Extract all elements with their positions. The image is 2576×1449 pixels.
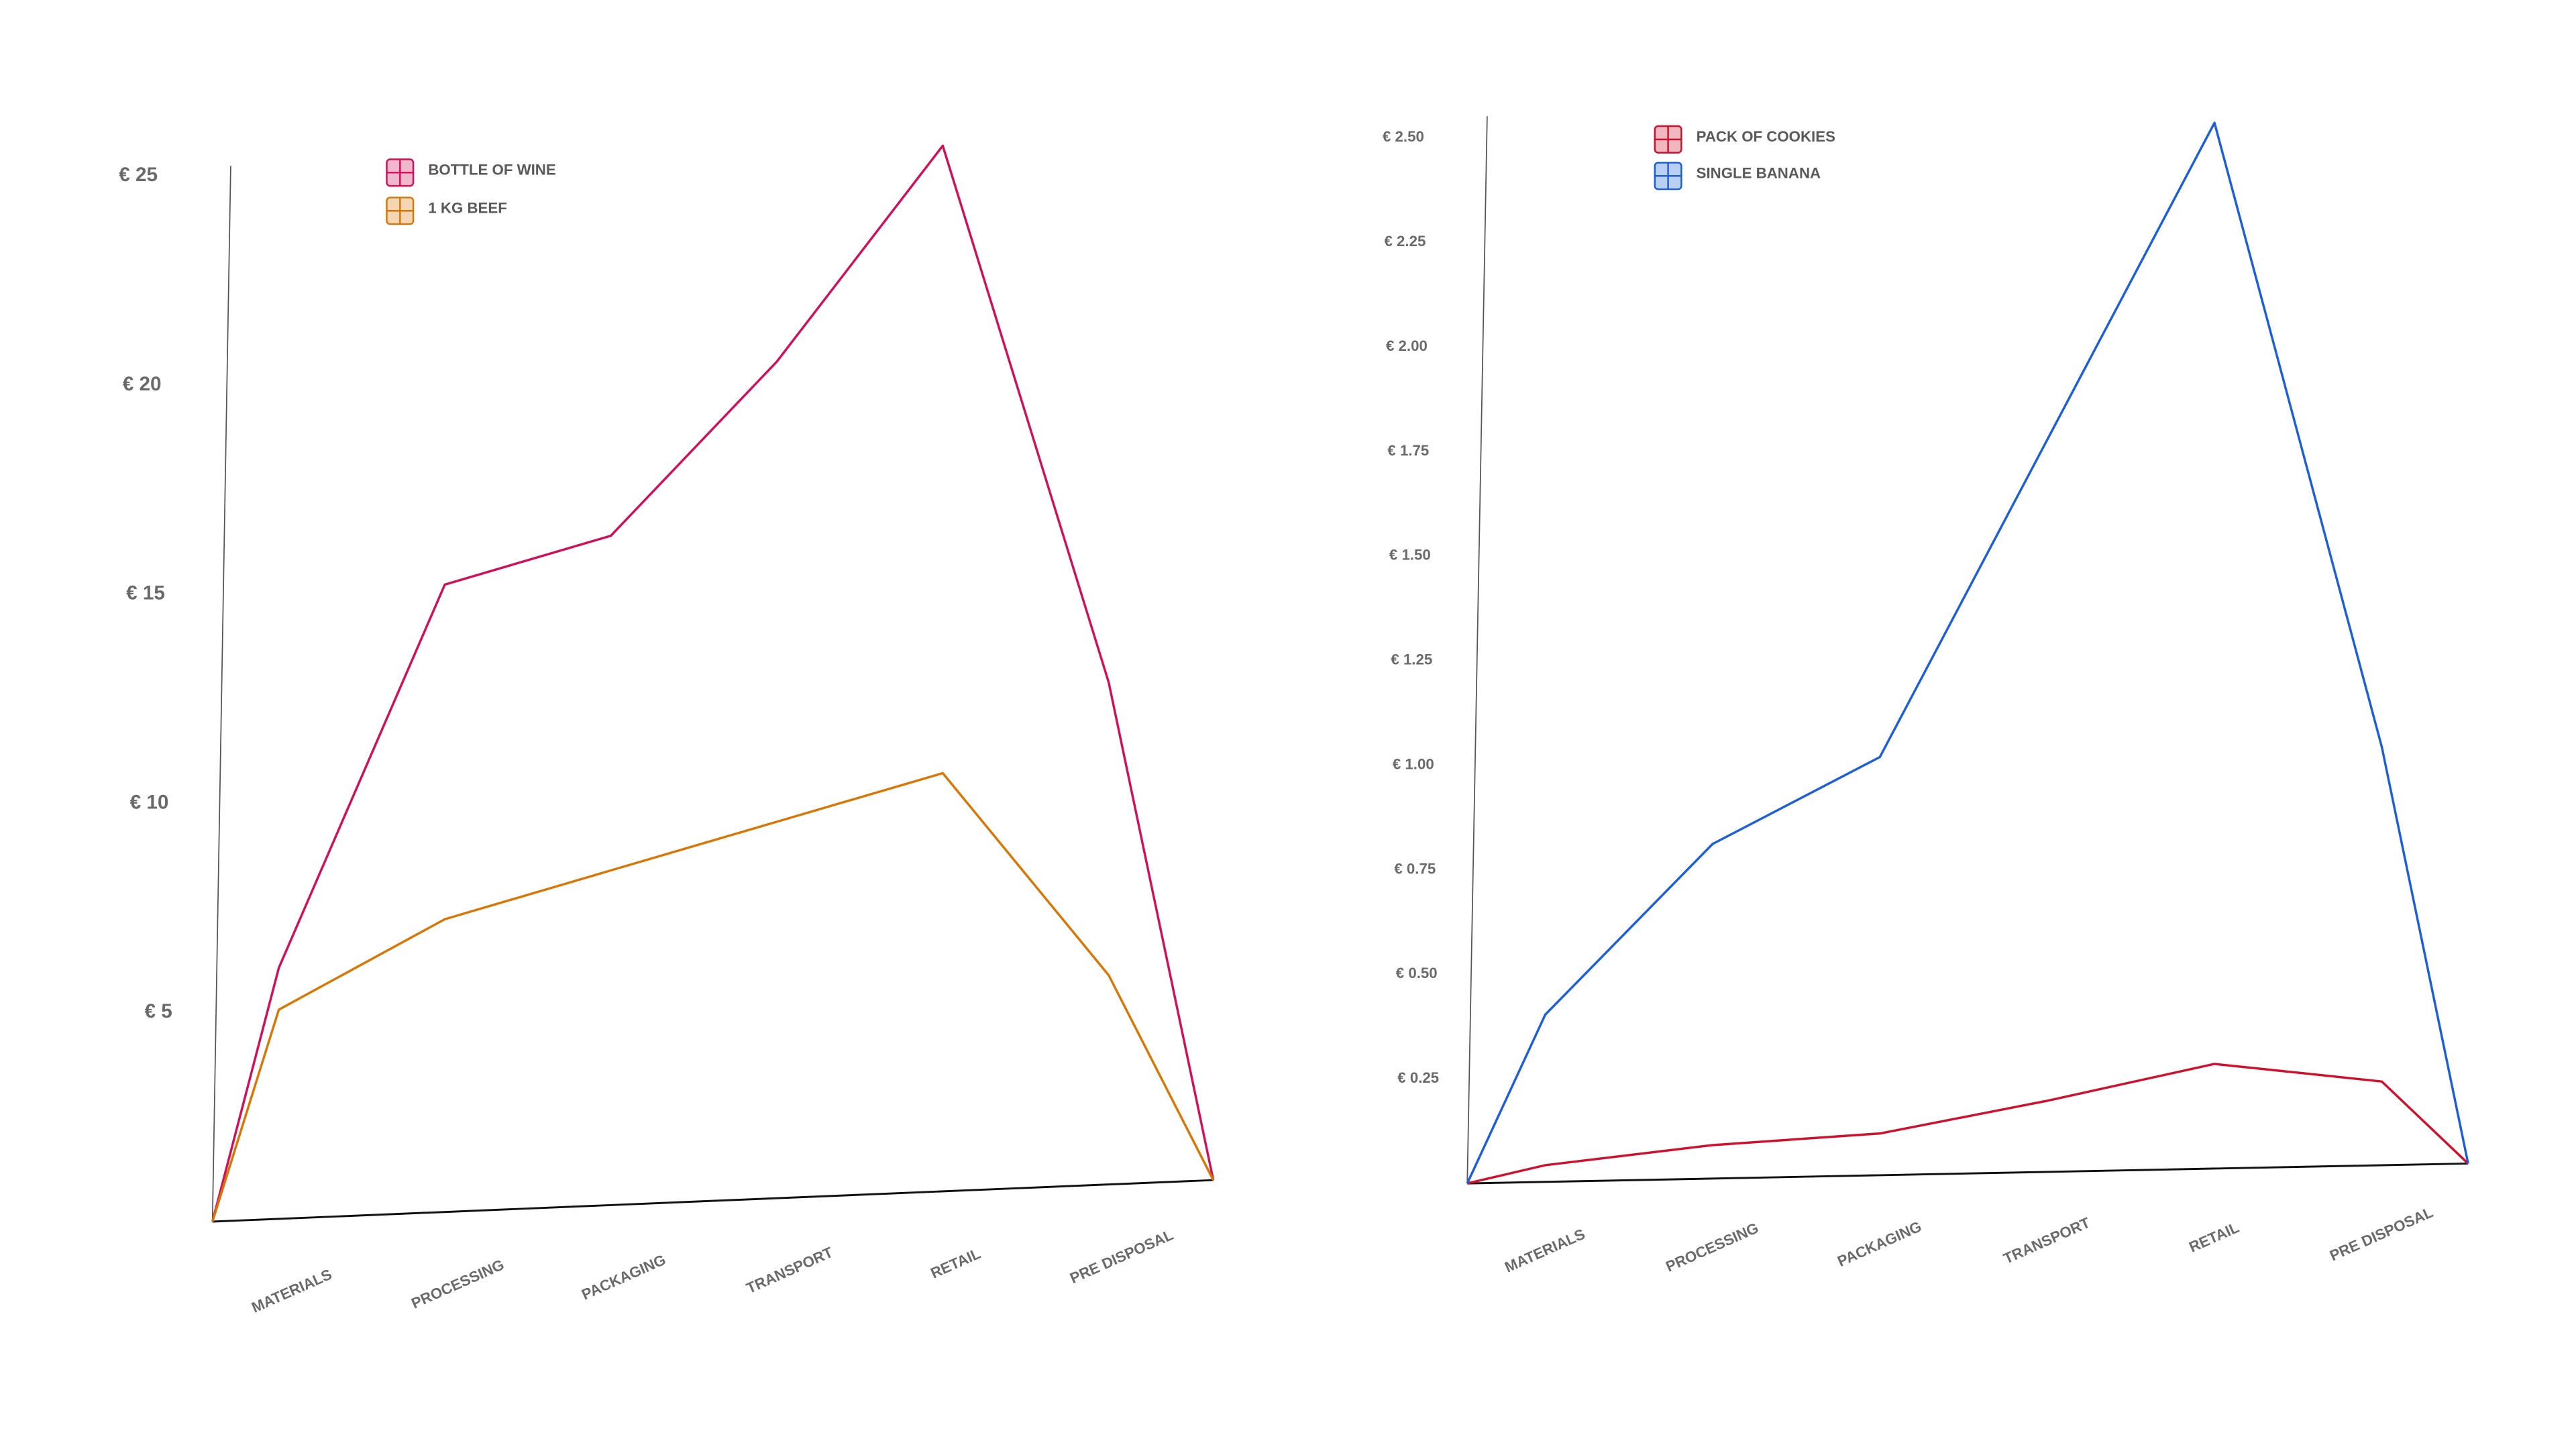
x-tick-label: MATERIALS	[249, 1266, 334, 1316]
y-tick-label: € 15	[126, 582, 165, 604]
legend-item: 1 KG BEEF	[386, 197, 507, 225]
y-tick-label: € 25	[119, 164, 158, 186]
legend-label: BOTTLE OF WINE	[428, 162, 555, 178]
x-tick-label: PRE DISPOSAL	[1067, 1226, 1176, 1287]
series-line	[211, 771, 1215, 1222]
x-tick-label: RETAIL	[2186, 1219, 2241, 1256]
y-tick-label: € 1.00	[1393, 755, 1434, 772]
y-tick-label: € 10	[130, 791, 169, 813]
y-tick-label: € 0.50	[1396, 965, 1438, 981]
x-tick-label: MATERIALS	[1502, 1226, 1587, 1276]
y-tick-label: € 1.50	[1389, 547, 1431, 564]
chart-panel: € 5 € 10 € 15 € 20 € 25 MATERIALS PROCESSING PA…	[119, 144, 1215, 1316]
series-line	[1466, 1063, 2469, 1185]
x-tick-label: PROCESSING	[409, 1256, 506, 1311]
chart-panel: € 0.25 € 0.50 € 0.75 € 1.00 € 1.25 € 1.50 € 1.…	[1383, 116, 2469, 1276]
y-axis	[211, 166, 231, 1222]
legend-item: PACK OF COOKIES	[1654, 125, 1835, 154]
x-axis	[1467, 1162, 2469, 1185]
y-tick-label: € 0.75	[1394, 860, 1436, 877]
legend-label: 1 KG BEEF	[428, 200, 506, 217]
legend-item: SINGLE BANANA	[1654, 162, 1821, 191]
x-tick-label: RETAIL	[928, 1245, 983, 1282]
x-tick-label: PACKAGING	[579, 1251, 668, 1303]
y-tick-label: € 20	[123, 373, 162, 395]
y-tick-label: € 1.25	[1391, 651, 1432, 668]
y-tick-label: € 2.50	[1383, 128, 1424, 145]
legend-label: SINGLE BANANA	[1697, 165, 1821, 182]
x-tick-label: PACKAGING	[1835, 1218, 1924, 1270]
series-line	[211, 144, 1215, 1222]
y-tick-label: € 2.25	[1384, 233, 1426, 250]
y-axis	[1466, 116, 1488, 1184]
y-tick-label: € 1.75	[1387, 442, 1429, 459]
y-tick-label: € 0.25	[1397, 1069, 1439, 1086]
x-tick-label: TRANSPORT	[744, 1244, 836, 1297]
y-tick-label: € 5	[145, 1000, 172, 1022]
legend-item: BOTTLE OF WINE	[386, 158, 556, 187]
legend-label: PACK OF COOKIES	[1697, 128, 1835, 145]
x-tick-label: PROCESSING	[1663, 1220, 1761, 1275]
x-axis	[212, 1179, 1214, 1223]
series-line	[1466, 121, 2469, 1184]
x-tick-label: TRANSPORT	[2001, 1214, 2093, 1267]
x-tick-label: PRE DISPOSAL	[2327, 1203, 2436, 1264]
y-tick-label: € 2.00	[1386, 337, 1428, 354]
